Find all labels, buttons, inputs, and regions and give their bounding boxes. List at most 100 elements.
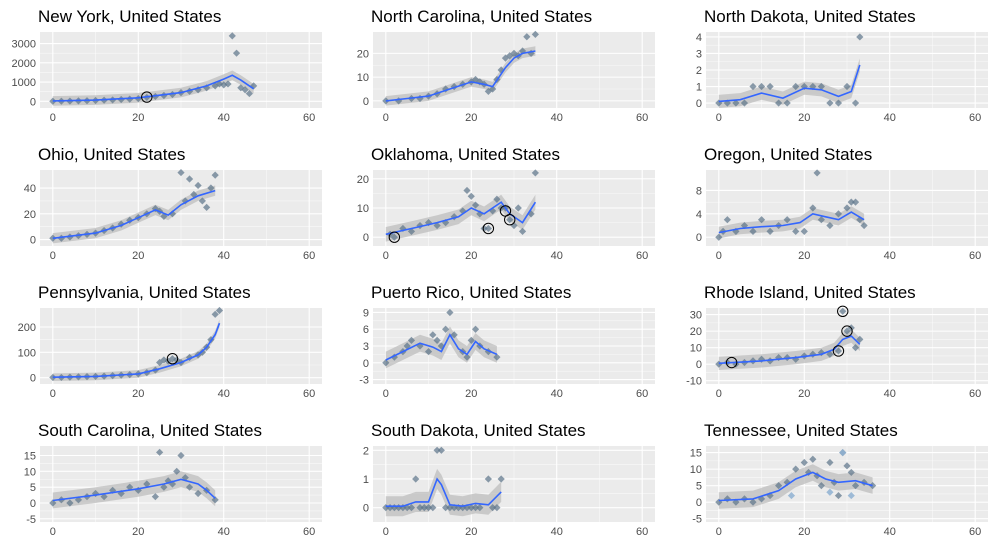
chart-svg: Puerto Rico, United States 0 20 40 60 -3 0 3 6 9: [359, 283, 655, 400]
highlight-ring: [837, 305, 849, 318]
data-point: [442, 325, 450, 333]
data-point: [484, 87, 492, 95]
data-point: [834, 210, 843, 218]
chart-svg: Oregon, United States 0 20 40 60 0 4 8: [696, 145, 988, 262]
highlight-ring: [841, 325, 853, 337]
data-point: [463, 353, 471, 361]
data-point: [237, 84, 245, 92]
data-point: [783, 216, 791, 224]
data-point: [740, 221, 749, 230]
x-tick-label: 20: [798, 112, 810, 124]
chart-svg: North Dakota, United States 0 20 40 60 0 1 2 3 4: [696, 7, 988, 124]
x-tick-label: 60: [636, 112, 648, 124]
y-tick-label: 20: [357, 48, 369, 60]
x-tick-label: 40: [551, 250, 563, 262]
y-tick-label: 0: [30, 235, 36, 247]
y-tick-label: 5: [696, 481, 702, 493]
x-tick-label: 40: [884, 112, 896, 124]
data-point: [190, 190, 198, 199]
chart-title: North Dakota, United States: [704, 7, 916, 26]
x-tick-label: 0: [50, 250, 56, 262]
y-tick-label: 0: [696, 98, 702, 110]
data-point: [168, 210, 177, 218]
data-point: [437, 446, 445, 454]
chart-panel: Puerto Rico, United States 0 20 40 60 -3 0 3 6 9: [333, 276, 666, 414]
chart-panel: North Carolina, United States 0 20 40 60 0 10 2…: [333, 0, 666, 138]
data-point: [775, 482, 783, 490]
smooth-line: [385, 333, 498, 361]
data-point: [817, 82, 825, 91]
highlight-ring: [725, 356, 738, 369]
y-tick-label: 6: [363, 324, 369, 336]
chart-title: Tennessee, United States: [704, 421, 898, 440]
chart-panel: Tennessee, United States 0 20 40 60 -5 0 5 10 15: [666, 414, 999, 552]
x-tick-label: 60: [303, 250, 315, 262]
data-point: [232, 49, 241, 57]
x-tick-label: 60: [636, 250, 648, 262]
data-point: [117, 95, 125, 104]
x-tick-label: 40: [218, 112, 230, 124]
data-point: [91, 489, 100, 498]
smooth-line: [718, 471, 873, 502]
data-point: [241, 86, 249, 94]
y-tick-label: 4: [696, 32, 702, 44]
data-point: [851, 198, 860, 206]
data-point: [757, 495, 766, 503]
data-point: [185, 87, 194, 95]
x-tick-label: 40: [884, 388, 896, 400]
plot-area: [715, 305, 864, 370]
x-tick-label: 0: [383, 112, 389, 124]
plot-area: [49, 168, 219, 244]
data-point: [450, 83, 458, 91]
data-point: [843, 204, 851, 212]
x-tick-label: 60: [636, 388, 648, 400]
x-tick-label: 60: [303, 388, 315, 400]
data-point: [843, 82, 851, 91]
y-tick-label: 0: [30, 373, 36, 385]
data-point: [228, 32, 236, 40]
y-tick-label: 0: [363, 358, 369, 370]
confidence-ribbon: [52, 319, 220, 381]
y-tick-label: 10: [690, 464, 702, 476]
confidence-ribbon: [52, 185, 216, 244]
data-point: [245, 89, 253, 98]
chart-svg: Tennessee, United States 0 20 40 60 -5 0 5 10 15: [690, 421, 988, 538]
plot-area: [382, 308, 501, 369]
data-point: [168, 480, 177, 488]
data-point: [766, 491, 774, 500]
data-point: [830, 478, 838, 486]
smooth-line: [718, 335, 861, 365]
chart-panel: Oklahoma, United States 0 20 40 60 0 10 20: [333, 138, 666, 276]
y-tick-label: 200: [18, 322, 36, 334]
y-tick-label: 0: [696, 359, 702, 371]
data-point: [198, 197, 206, 205]
chart-title: North Carolina, United States: [371, 7, 592, 26]
chart-svg: South Dakota, United States 0 20 40 60 0 1 2: [363, 421, 655, 538]
data-point: [416, 504, 424, 512]
y-tick-label: 0: [363, 96, 369, 108]
smooth-line: [718, 64, 861, 103]
data-point: [177, 168, 185, 177]
chart-panel: Oregon, United States 0 20 40 60 0 4 8: [666, 138, 999, 276]
x-tick-label: 20: [465, 388, 477, 400]
data-point: [177, 451, 185, 460]
y-tick-label: 10: [357, 203, 369, 215]
data-point: [143, 480, 151, 488]
data-point: [203, 203, 211, 211]
chart-title: New York, United States: [38, 7, 221, 26]
x-tick-label: 60: [969, 526, 981, 538]
y-tick-label: 3: [363, 341, 369, 353]
data-point: [749, 227, 757, 235]
x-tick-label: 40: [551, 526, 563, 538]
x-tick-label: 60: [969, 112, 981, 124]
chart-panel: North Dakota, United States 0 20 40 60 0 1 2 3 4: [666, 0, 999, 138]
x-tick-label: 40: [884, 526, 896, 538]
chart-title: Pennsylvania, United States: [38, 283, 251, 302]
smooth-line: [52, 74, 255, 102]
y-tick-label: 0: [363, 232, 369, 244]
y-tick-label: -10: [686, 376, 702, 388]
x-tick-label: 20: [132, 250, 144, 262]
data-point: [382, 504, 390, 512]
smooth-line: [52, 478, 216, 502]
